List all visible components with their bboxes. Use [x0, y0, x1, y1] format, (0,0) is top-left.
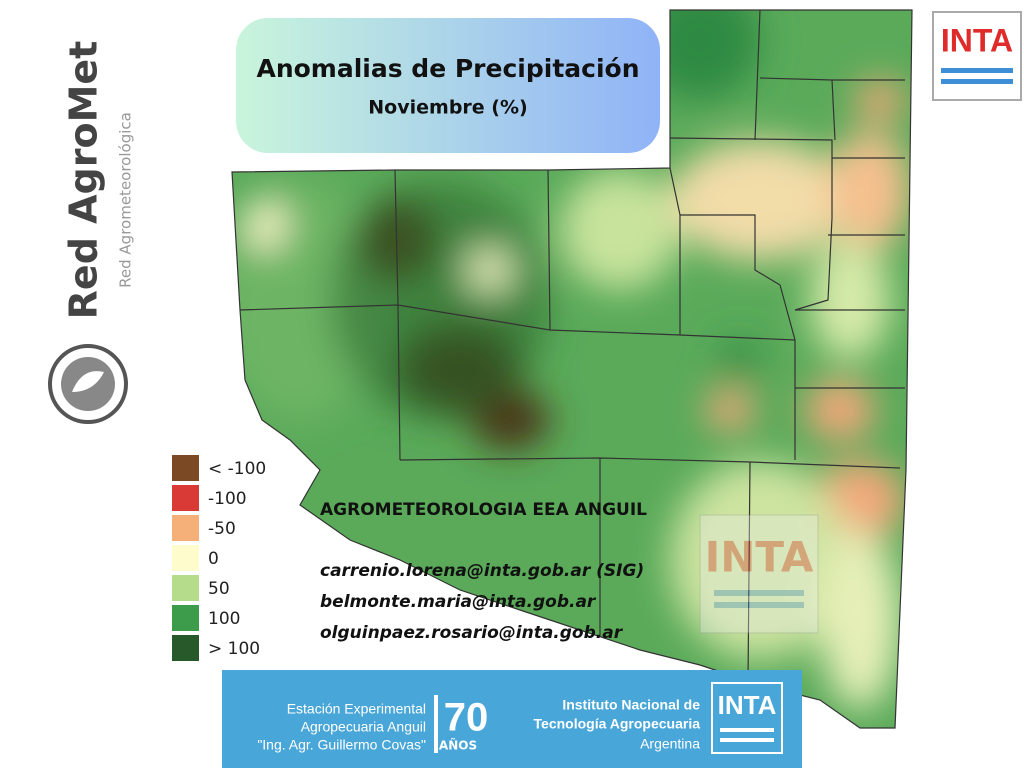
- legend-swatch: [172, 455, 199, 481]
- legend-label: -50: [208, 519, 236, 539]
- inta-logo-text: INTA: [941, 22, 1013, 58]
- contact-heading: AGROMETEOROLOGIA EEA ANGUIL: [320, 500, 647, 520]
- legend-label: < -100: [208, 459, 266, 479]
- footer-station: Estación Experimental: [287, 701, 426, 717]
- legend-label: 0: [208, 549, 219, 569]
- network-subtitle: Red Agrometeorológica: [117, 112, 135, 288]
- network-logo: Red AgroMet Red Agrometeorológica: [48, 41, 135, 424]
- legend-label: > 100: [208, 639, 260, 659]
- footer-anniversary-label: AÑOS: [439, 738, 477, 753]
- title-box: [236, 18, 660, 153]
- legend-label: -100: [208, 489, 247, 509]
- contact-email: olguinpaez.rosario@inta.gob.ar: [320, 623, 624, 643]
- footer: [222, 670, 802, 768]
- legend-swatch: [172, 635, 199, 661]
- footer-logo: INTA: [718, 690, 777, 720]
- legend-swatch: [172, 485, 199, 511]
- footer-institute: Tecnología Agropecuaria: [534, 716, 701, 732]
- footer-station: Agropecuaria Anguil: [301, 719, 426, 735]
- contact-email: carrenio.lorena@inta.gob.ar (SIG): [320, 561, 644, 581]
- network-name: Red AgroMet: [62, 41, 106, 320]
- contact-email: belmonte.maria@inta.gob.ar: [320, 592, 597, 612]
- legend-swatch: [172, 575, 199, 601]
- footer-institute: Argentina: [640, 736, 700, 752]
- watermark-logo: INTA: [705, 533, 814, 582]
- legend: < -100 -100 -50 0 50 100 > 100: [168, 452, 268, 662]
- footer-station: "Ing. Agr. Guillermo Covas": [257, 737, 426, 753]
- map-title: Anomalias de Precipitación: [256, 54, 639, 83]
- legend-swatch: [172, 515, 199, 541]
- legend-swatch: [172, 605, 199, 631]
- legend-label: 50: [208, 579, 230, 599]
- watermark: INTA: [699, 514, 819, 634]
- map-subtitle: Noviembre (%): [368, 97, 527, 119]
- legend-swatch: [172, 545, 199, 571]
- inta-logo: INTA: [932, 11, 1022, 101]
- footer-anniversary: 70: [444, 696, 489, 740]
- legend-label: 100: [208, 609, 240, 629]
- footer-institute: Instituto Nacional de: [562, 697, 700, 713]
